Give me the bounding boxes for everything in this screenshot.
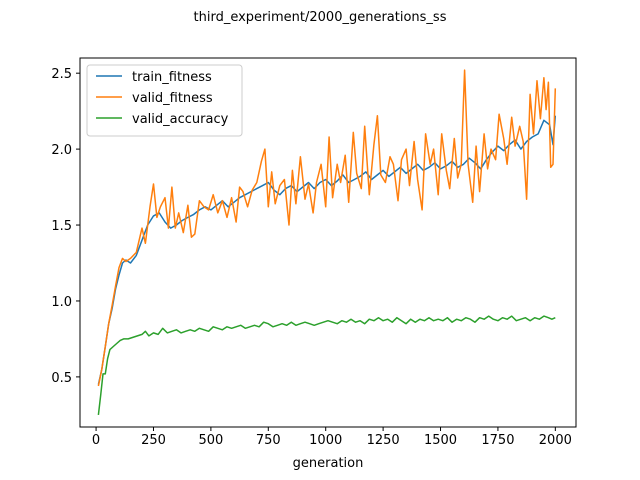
x-tick-label: 750: [256, 433, 281, 448]
y-tick-label: 1.0: [51, 295, 72, 310]
x-axis: 0 250 500 750 1000 1250 1500 1750 2000: [92, 427, 572, 448]
x-tick-label: 500: [198, 433, 223, 448]
y-tick-label: 2.0: [51, 143, 72, 158]
legend: train_fitness valid_fitness valid_accuracy: [86, 64, 243, 137]
chart-title: third_experiment/2000_generations_ss: [194, 10, 447, 25]
x-tick-label: 1500: [424, 433, 457, 448]
x-tick-label: 2000: [539, 433, 572, 448]
axes-frame: [79, 57, 577, 428]
legend-label-valid-fitness: valid_fitness: [132, 91, 213, 106]
series-line-valid-fitness: [97, 69, 557, 387]
y-tick-label: 2.5: [51, 67, 72, 82]
plot-area: [97, 69, 557, 415]
legend-box: [86, 64, 243, 137]
y-tick-label: 1.5: [51, 219, 72, 234]
x-tick-label: 250: [141, 433, 166, 448]
legend-label-valid-accuracy: valid_accuracy: [132, 112, 229, 127]
legend-label-train-fitness: train_fitness: [132, 70, 212, 85]
x-tick-label: 1750: [481, 433, 514, 448]
series-line-valid-accuracy: [97, 315, 556, 415]
x-tick-label: 1000: [309, 433, 342, 448]
x-tick-label: 0: [92, 433, 100, 448]
y-axis: 0.5 1.0 1.5 2.0 2.5: [51, 67, 80, 386]
y-tick-label: 0.5: [51, 371, 72, 386]
x-axis-label: generation: [293, 456, 364, 471]
x-tick-label: 1250: [367, 433, 400, 448]
